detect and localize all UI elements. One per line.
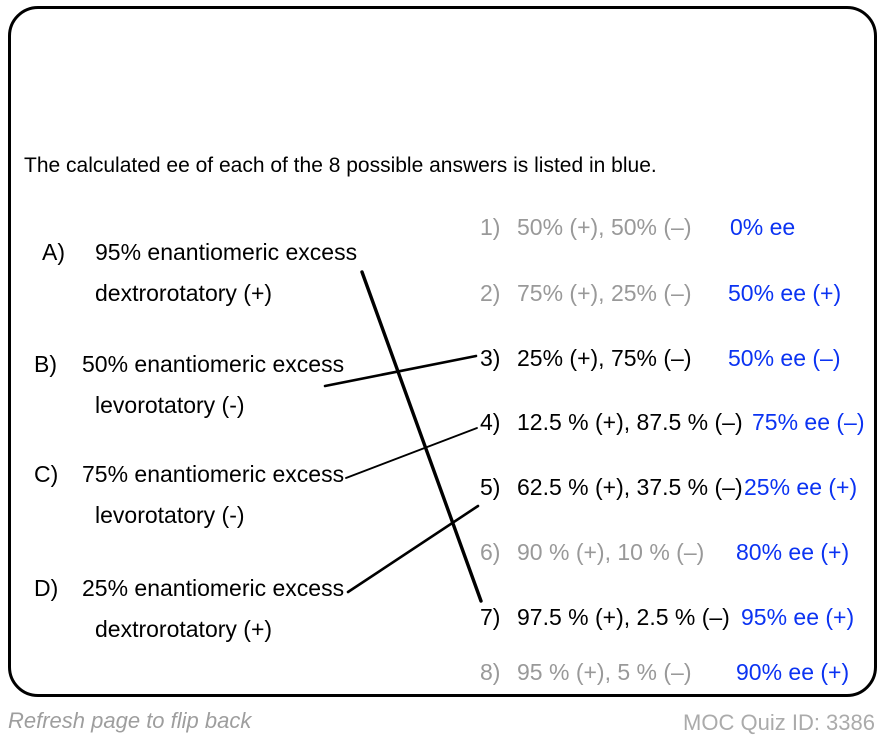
answer-number: 1) [480, 214, 501, 240]
answer-number: 3) [480, 345, 501, 371]
answer-number: 2) [480, 280, 501, 306]
answer-number: 6) [480, 539, 501, 565]
answer-ee-value: 75% ee (–) [752, 409, 865, 435]
answer-ee-value: 50% ee (–) [728, 345, 841, 371]
answer-ee-value: 80% ee (+) [736, 539, 850, 565]
answer-ee-value: 90% ee (+) [736, 659, 850, 685]
answer-ee-value: 25% ee (+) [744, 474, 858, 500]
answer-row: 5) 62.5 % (+), 37.5 % (–) 25% ee (+) [480, 474, 857, 500]
option-c-line1: 75% enantiomeric excess [82, 461, 345, 487]
answer-number: 8) [480, 659, 501, 685]
option-b-line2: levorotatory (-) [95, 392, 245, 419]
option-d-line1: 25% enantiomeric excess [82, 575, 345, 601]
option-a: A) 95% enantiomeric excess dextrorotator… [42, 239, 358, 307]
option-d-line2: dextrorotatory (+) [95, 616, 273, 643]
option-a-label: A) [42, 239, 65, 265]
answer-mixture: 25% (+), 75% (–) [517, 345, 692, 371]
answer-ee-value: 0% ee [730, 214, 796, 240]
answer-row: 7) 97.5 % (+), 2.5 % (–) 95% ee (+) [480, 604, 854, 630]
answer-ee-value: 95% ee (+) [741, 604, 855, 630]
option-b-line1: 50% enantiomeric excess [82, 351, 345, 377]
answer-mixture: 90 % (+), 10 % (–) [517, 539, 705, 565]
answer-mixture: 12.5 % (+), 87.5 % (–) [517, 409, 743, 435]
instruction-text: The calculated ee of each of the 8 possi… [24, 154, 657, 177]
option-d: D) 25% enantiomeric excess dextrorotator… [34, 575, 345, 643]
answer-mixture: 62.5 % (+), 37.5 % (–) [517, 474, 743, 500]
quiz-id-text: MOC Quiz ID: 3386 [683, 710, 875, 735]
answer-row: 2) 75% (+), 25% (–) 50% ee (+) [480, 280, 841, 306]
answer-mixture: 50% (+), 50% (–) [517, 214, 692, 240]
option-b-label: B) [34, 351, 57, 377]
answer-row: 4) 12.5 % (+), 87.5 % (–) 75% ee (–) [480, 409, 865, 435]
option-c: C) 75% enantiomeric excess levorotatory … [34, 461, 345, 529]
answer-row: 3) 25% (+), 75% (–) 50% ee (–) [480, 345, 841, 371]
answer-ee-value: 50% ee (+) [728, 280, 842, 306]
option-a-line1: 95% enantiomeric excess [95, 239, 358, 265]
answer-number: 5) [480, 474, 501, 500]
flip-hint-text: Refresh page to flip back [8, 708, 252, 733]
option-c-label: C) [34, 461, 59, 487]
answer-row: 6) 90 % (+), 10 % (–) 80% ee (+) [480, 539, 849, 565]
option-a-line2: dextrorotatory (+) [95, 280, 273, 307]
answer-row: 8) 95 % (+), 5 % (–) 90% ee (+) [480, 659, 849, 685]
answer-number: 7) [480, 604, 501, 630]
answer-row: 1) 50% (+), 50% (–) 0% ee [480, 214, 795, 240]
option-b: B) 50% enantiomeric excess levorotatory … [34, 351, 345, 419]
answer-number: 4) [480, 409, 501, 435]
answer-mixture: 97.5 % (+), 2.5 % (–) [517, 604, 730, 630]
answer-mixture: 75% (+), 25% (–) [517, 280, 692, 306]
option-d-label: D) [34, 575, 59, 601]
answer-mixture: 95 % (+), 5 % (–) [517, 659, 692, 685]
option-c-line2: levorotatory (-) [95, 502, 245, 529]
